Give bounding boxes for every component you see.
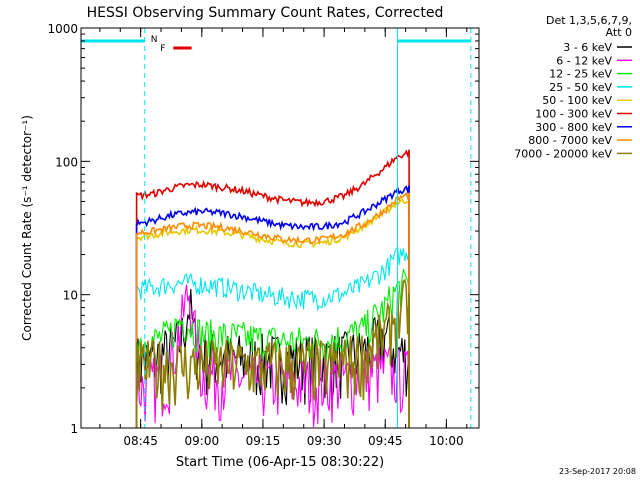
series-line-1 [136, 288, 410, 428]
series-line-4 [136, 246, 410, 428]
series-group [135, 149, 410, 428]
legend-label-8: 800 - 7000 keV [528, 134, 612, 147]
x-axis-label: Start Time (06-Apr-15 08:30:22) [176, 455, 384, 470]
legend-label-6: 100 - 300 keV [535, 108, 612, 121]
y-tick-label-3: 100 [55, 155, 78, 169]
series-line-5 [135, 197, 410, 428]
x-tick-label-3: 09:15 [246, 434, 281, 448]
y-axis-label: Corrected Count Rate (s⁻¹ detector⁻¹) [20, 115, 34, 341]
x-tick-label-5: 09:45 [368, 434, 403, 448]
series-line-8 [135, 192, 410, 428]
legend-header-1: Det 1,3,5,6,7,9, [546, 14, 632, 27]
x-tick-label-1: 08:45 [123, 434, 158, 448]
flags-group: NF [81, 28, 472, 428]
series-line-7 [135, 185, 410, 428]
series-line-6 [135, 149, 410, 428]
legend-label-3: 12 - 25 keV [549, 68, 612, 81]
legend-label-5: 50 - 100 keV [542, 94, 612, 107]
series-line-3 [136, 267, 410, 428]
legend-header-2: Att 0 [606, 26, 632, 39]
chart-title: HESSI Observing Summary Count Rates, Cor… [87, 5, 444, 21]
x-tick-label-2: 09:00 [185, 434, 220, 448]
axes-group: 08:45 09:00 09:15 09:30 09:45 10:00 1 10 100 1000 [47, 22, 479, 448]
plot-frame [80, 27, 480, 429]
y-tick-label-2: 10 [63, 289, 78, 303]
x-tick-label-6: 10:00 [429, 434, 464, 448]
y-tick-label-4: 1000 [47, 22, 78, 36]
x-tick-label-4: 09:30 [307, 434, 342, 448]
y-tick-label-1: 1 [70, 422, 78, 436]
legend-label-7: 300 - 800 keV [535, 121, 612, 134]
flare-label: F [160, 44, 165, 54]
night-label: N [151, 35, 158, 45]
legend-label-2: 6 - 12 keV [556, 54, 612, 67]
footer-date: 23-Sep-2017 20:08 [559, 467, 636, 476]
legend-label-1: 3 - 6 keV [563, 41, 612, 54]
legend-label-9: 7000 - 20000 keV [514, 147, 612, 160]
series-line-9 [135, 278, 410, 428]
legend-label-4: 25 - 50 keV [549, 81, 612, 94]
